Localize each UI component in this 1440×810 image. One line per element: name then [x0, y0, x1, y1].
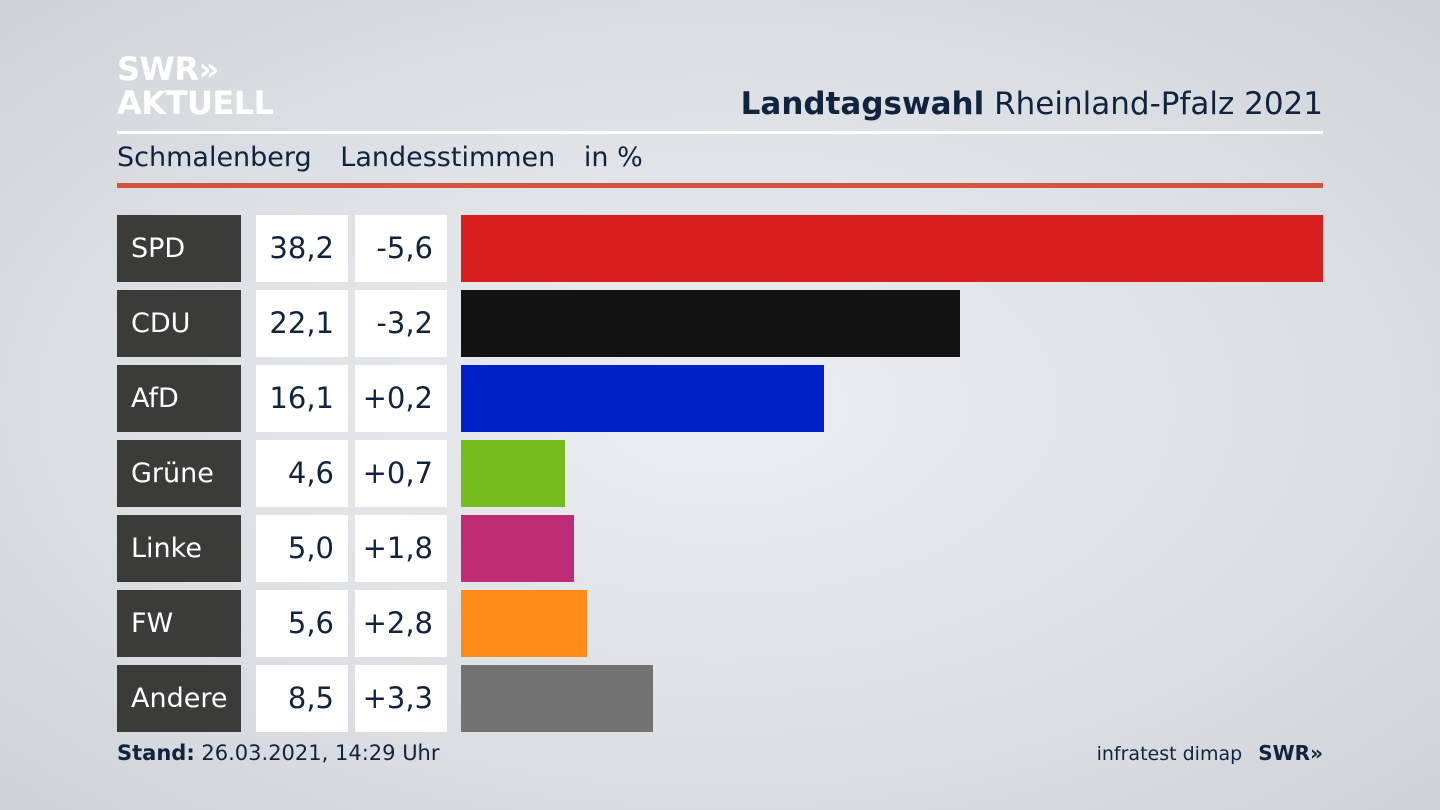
subtitle-unit: in % [583, 142, 643, 173]
bar-row: Andere 8,5 +3,3 [117, 665, 1323, 732]
bar [461, 665, 653, 732]
bar-row: Grüne 4,6 +0,7 [117, 440, 1323, 507]
bar [461, 590, 587, 657]
accent-divider [117, 183, 1323, 188]
party-label: Grüne [117, 440, 241, 507]
stand-label: Stand: [117, 741, 195, 765]
logo-line-2: AKTUELL [117, 84, 274, 122]
source-label: infratest dimap [1096, 743, 1243, 765]
swr-aktuell-logo: SWR» AKTUELL [117, 52, 274, 120]
party-label: AfD [117, 365, 241, 432]
value-label: 16,1 [256, 365, 348, 432]
chart-title: Landtagswahl Rheinland-Pfalz 2021 [741, 86, 1323, 122]
subtitle-place: Schmalenberg [117, 142, 312, 173]
chart-subtitle: Schmalenberg Landesstimmen in % [117, 142, 663, 173]
diff-label: +0,7 [355, 440, 447, 507]
bar [461, 515, 574, 582]
diff-label: +1,8 [355, 515, 447, 582]
bar [461, 365, 824, 432]
source-credit: infratest dimap SWR» [1097, 741, 1323, 765]
diff-label: +3,3 [355, 665, 447, 732]
header-divider [117, 131, 1323, 134]
title-rest: Rheinland-Pfalz 2021 [994, 86, 1323, 122]
diff-label: +2,8 [355, 590, 447, 657]
value-label: 4,6 [256, 440, 348, 507]
bar [461, 215, 1323, 282]
logo-line-1: SWR» [117, 50, 219, 88]
value-label: 5,6 [256, 590, 348, 657]
diff-label: -3,2 [355, 290, 447, 357]
diff-label: -5,6 [355, 215, 447, 282]
bar-row: CDU 22,1 -3,2 [117, 290, 1323, 357]
value-label: 8,5 [256, 665, 348, 732]
value-label: 5,0 [256, 515, 348, 582]
bar-row: Linke 5,0 +1,8 [117, 515, 1323, 582]
bar [461, 290, 960, 357]
bar [461, 440, 565, 507]
swr-brand-logo: SWR» [1258, 741, 1323, 765]
value-label: 22,1 [256, 290, 348, 357]
bar-row: SPD 38,2 -5,6 [117, 215, 1323, 282]
party-label: SPD [117, 215, 241, 282]
title-bold: Landtagswahl [740, 86, 985, 122]
subtitle-vote-type: Landesstimmen [340, 142, 556, 173]
bar-row: AfD 16,1 +0,2 [117, 365, 1323, 432]
party-label: Andere [117, 665, 241, 732]
party-label: CDU [117, 290, 241, 357]
party-label: FW [117, 590, 241, 657]
timestamp: Stand: 26.03.2021, 14:29 Uhr [117, 741, 440, 765]
party-label: Linke [117, 515, 241, 582]
bar-row: FW 5,6 +2,8 [117, 590, 1323, 657]
diff-label: +0,2 [355, 365, 447, 432]
stand-value: 26.03.2021, 14:29 Uhr [201, 741, 440, 765]
value-label: 38,2 [256, 215, 348, 282]
bar-chart: SPD 38,2 -5,6 CDU 22,1 -3,2 AfD 16,1 +0,2 Grüne 4,… [117, 215, 1323, 740]
